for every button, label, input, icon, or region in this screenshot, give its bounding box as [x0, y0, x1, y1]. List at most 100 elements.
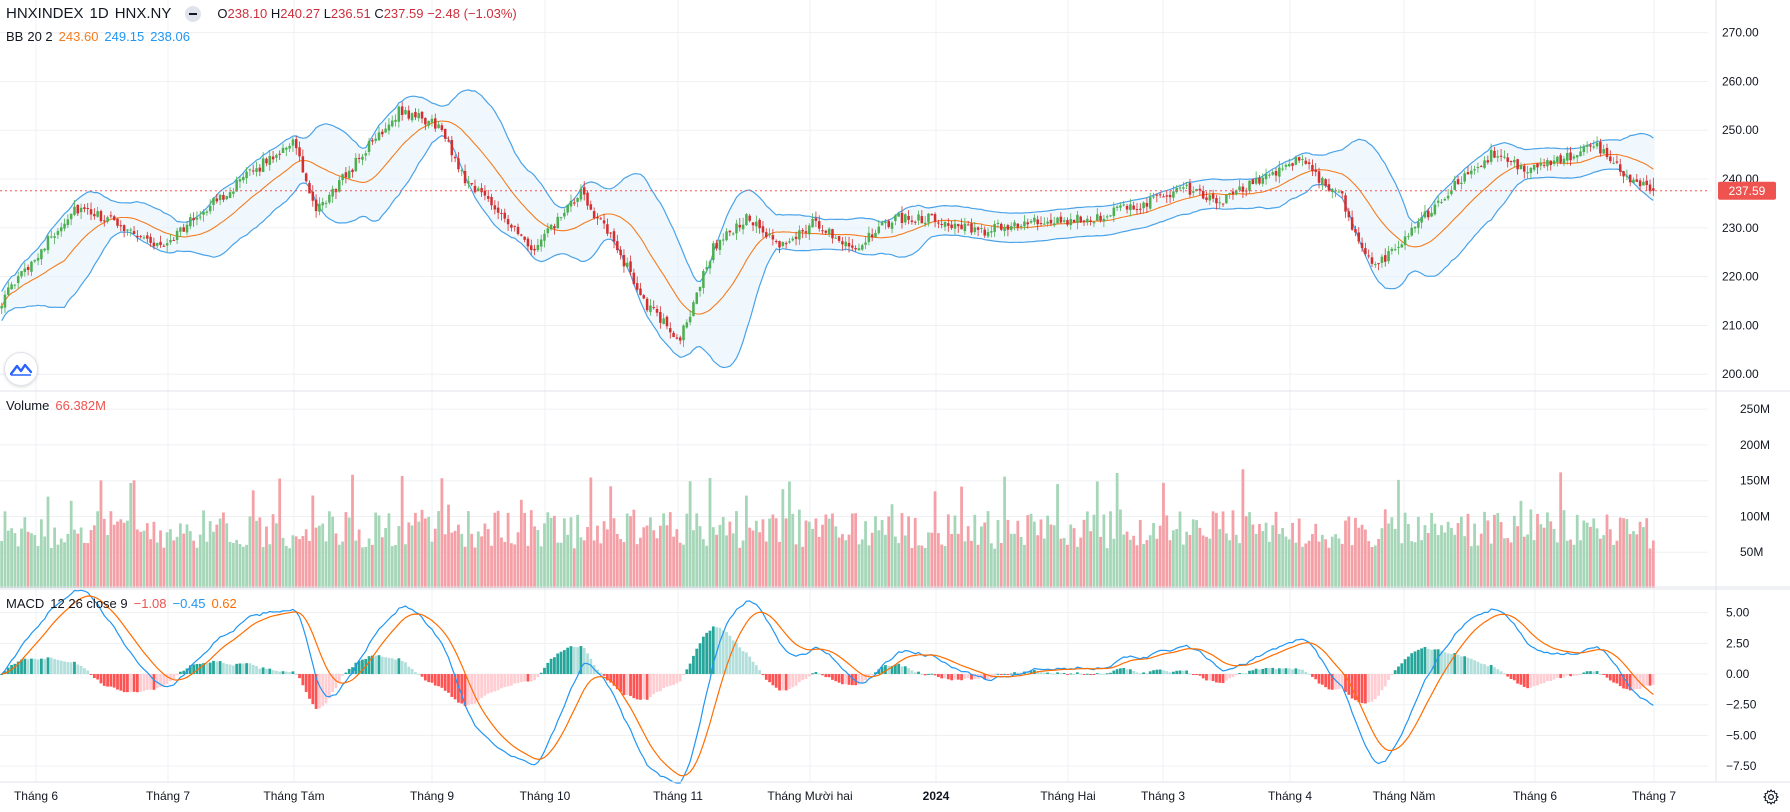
candle-body — [768, 233, 771, 236]
volume-legend[interactable]: Volume 66.382M — [6, 398, 106, 413]
candle-body — [1387, 251, 1390, 262]
gear-icon[interactable] — [1760, 786, 1782, 808]
price-axis-tick-label: 200.00 — [1722, 367, 1759, 381]
interval-label[interactable]: 1D — [89, 5, 109, 22]
macd-histogram-bar — [374, 655, 378, 675]
candle-body — [1579, 151, 1582, 157]
volume-bar — [907, 516, 910, 588]
macd-histogram-bar — [1191, 674, 1195, 676]
candle-body — [79, 207, 83, 213]
macd-histogram-bar — [1320, 674, 1324, 685]
volume-bar — [430, 541, 434, 588]
candle-body — [559, 217, 563, 219]
macd-histogram-bar — [1218, 674, 1222, 683]
volume-bar — [847, 534, 851, 588]
volume-bar — [758, 532, 762, 588]
macd-histogram-bar — [907, 668, 910, 675]
candle-body — [1503, 156, 1506, 158]
macd-histogram-bar — [1370, 674, 1374, 702]
candle-body — [182, 227, 185, 232]
candle-body — [192, 217, 195, 221]
candle-body — [728, 230, 732, 233]
candle-body — [1592, 146, 1596, 148]
volume-bar — [678, 542, 682, 588]
volume-bar — [1102, 514, 1106, 588]
macd-histogram-bar — [1195, 674, 1198, 676]
macd-histogram-bar — [549, 658, 553, 675]
candle-body — [16, 276, 20, 283]
macd-histogram-bar — [860, 674, 864, 683]
volume-bar — [73, 529, 76, 588]
macd-histogram-bar — [1198, 674, 1202, 676]
volume-bar — [347, 517, 351, 588]
candle-body — [539, 239, 543, 247]
candle-body — [748, 215, 751, 221]
volume-bar — [66, 533, 70, 588]
macd-histogram-bar — [510, 674, 513, 686]
macd-histogram-bar — [807, 674, 811, 677]
candle-body — [1506, 157, 1509, 162]
macd-histogram-bar — [1277, 668, 1281, 675]
macd-histogram-bar — [311, 674, 315, 705]
macd-histogram-bar — [824, 674, 828, 678]
candle-body — [1509, 160, 1513, 162]
macd-signal-line — [1, 595, 1654, 777]
tradingview-logo-icon[interactable] — [4, 352, 38, 386]
candle-body — [1430, 212, 1433, 217]
macd-histogram-bar — [6, 667, 10, 675]
macd-histogram-bar — [1076, 672, 1079, 675]
candle-body — [1016, 223, 1020, 228]
time-axis-tick-label: Tháng 7 — [146, 789, 190, 803]
volume-bar — [1132, 535, 1136, 588]
volume-bar — [202, 510, 205, 588]
volume-bar — [946, 514, 950, 588]
macd-histogram-bar — [1367, 674, 1371, 703]
volume-bar — [1539, 524, 1543, 588]
candle-body — [970, 223, 973, 233]
candle-body — [1185, 184, 1188, 186]
candle-body — [702, 271, 705, 288]
macd-histogram-bar — [327, 674, 331, 699]
candle-body — [242, 176, 245, 181]
macd-histogram-bar — [1241, 673, 1245, 675]
candle-body — [198, 216, 202, 218]
volume-bar — [225, 523, 229, 588]
candle-body — [563, 212, 566, 217]
candle-body — [344, 172, 348, 178]
macd-histogram-bar — [152, 674, 156, 690]
bb-params: 20 2 — [27, 29, 53, 44]
macd-legend[interactable]: MACD 12 26 close 9 −1.08 −0.45 0.62 — [6, 596, 237, 611]
volume-bar — [268, 544, 272, 588]
macd-histogram-bar — [1360, 674, 1364, 704]
candle-body — [1218, 202, 1221, 204]
symbol-name[interactable]: HNXINDEX — [6, 5, 84, 22]
candle-body — [404, 110, 407, 115]
candle-body — [1582, 146, 1586, 153]
volume-bar — [241, 546, 245, 588]
candle-body — [450, 139, 454, 156]
volume-axis-tick-label: 200M — [1740, 438, 1770, 452]
volume-bar — [989, 543, 993, 588]
volume-bar — [1625, 519, 1629, 588]
candle-body — [175, 230, 179, 241]
bb-basis-value: 243.60 — [58, 29, 99, 44]
bb-legend[interactable]: BB 20 2 243.60 249.15 238.06 — [6, 29, 190, 44]
candle-body — [185, 224, 189, 233]
volume-bar — [1307, 540, 1311, 588]
macd-histogram-bar — [102, 674, 106, 686]
candle-body — [506, 219, 510, 225]
macd-histogram-bar — [1598, 673, 1602, 675]
candle-body — [1324, 179, 1327, 186]
candle-body — [708, 261, 712, 269]
candle-body — [155, 243, 159, 246]
volume-bar — [1413, 542, 1417, 588]
macd-histogram-bar — [1317, 674, 1321, 684]
collapse-legend-icon[interactable] — [185, 5, 202, 22]
macd-histogram-bar — [821, 674, 824, 676]
macd-histogram-bar — [1426, 648, 1430, 675]
volume-bar — [341, 541, 344, 588]
candle-body — [1390, 248, 1394, 251]
candle-body — [1129, 204, 1132, 211]
macd-histogram-bar — [182, 670, 186, 675]
